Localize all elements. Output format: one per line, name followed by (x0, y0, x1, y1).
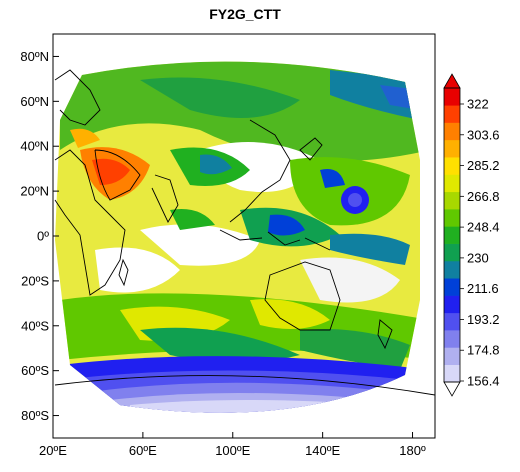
colorbar-label: 211.6 (467, 281, 499, 296)
colorbar-segment (444, 347, 460, 366)
colorbar-segment (444, 174, 460, 193)
colorbar-segment (444, 312, 460, 331)
colorbar-segment (444, 209, 460, 227)
colorbar-label: 266.8 (467, 189, 500, 204)
colorbar-segment (444, 191, 460, 210)
colorbar-label: 248.4 (467, 220, 500, 235)
colorbar-segment (444, 157, 460, 175)
colorbar-segment (444, 278, 460, 296)
y-tick-label: 40ºN (20, 139, 49, 154)
y-tick-label: 80ºN (20, 49, 49, 64)
colorbar-segment (444, 295, 460, 314)
y-tick-label: 0º (37, 229, 49, 244)
colorbar-label: 174.8 (467, 343, 500, 358)
y-tick-label: 20ºN (20, 184, 49, 199)
y-tick-label: 20ºS (21, 273, 49, 288)
colorbar-segment (444, 105, 460, 123)
x-tick-label: 100ºE (215, 443, 250, 458)
colorbar-label: 193.2 (467, 312, 500, 327)
colorbar: 322 303.6 285.2 266.8 248.4 230 211.6 193.2 174.… (443, 73, 500, 397)
colorbar-label: 303.6 (467, 127, 500, 142)
colorbar-label: 156.4 (467, 374, 500, 389)
y-tick-label: 80ºS (21, 408, 49, 423)
y-tick-label: 60ºS (21, 363, 49, 378)
colorbar-label: 285.2 (467, 158, 500, 173)
y-axis: 80ºN 60ºN 40ºN 20ºN 0º 20ºS 40ºS 60ºS 80ºS (20, 49, 59, 423)
colorbar-segment (444, 260, 460, 279)
colorbar-segment (444, 122, 460, 141)
x-tick-label: 20ºE (39, 443, 67, 458)
colorbar-segment (444, 330, 460, 348)
coastlines (54, 69, 435, 396)
colorbar-segment (444, 226, 460, 244)
colorbar-label: 230 (467, 250, 489, 265)
colorbar-extend-max (443, 73, 461, 89)
colorbar-segment (444, 364, 460, 383)
y-tick-label: 40ºS (21, 318, 49, 333)
x-tick-label: 180º (399, 443, 426, 458)
colorbar-extend-min (443, 381, 461, 397)
colorbar-frame (443, 87, 461, 383)
x-tick-label: 140ºE (305, 443, 340, 458)
x-tick-label: 60ºE (129, 443, 157, 458)
colorbar-segment (444, 139, 460, 158)
x-axis: 20ºE 60ºE 100ºE 140ºE 180º (39, 432, 426, 458)
colorbar-segment (444, 88, 460, 106)
map-area (54, 61, 435, 413)
y-tick-label: 60ºN (20, 94, 49, 109)
colorbar-label: 322 (467, 97, 489, 112)
chart-title: FY2G_CTT (209, 6, 281, 22)
colorbar-segment (444, 243, 460, 262)
